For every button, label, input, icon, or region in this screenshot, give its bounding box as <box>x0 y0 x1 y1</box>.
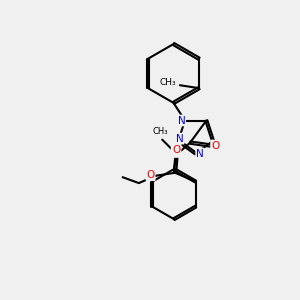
Text: N: N <box>196 148 204 158</box>
Text: O: O <box>211 140 219 151</box>
Text: O: O <box>146 170 155 180</box>
Text: CH₃: CH₃ <box>160 78 176 87</box>
Text: O: O <box>172 145 181 155</box>
Text: N: N <box>176 134 184 144</box>
Text: N: N <box>178 116 185 125</box>
Text: N: N <box>172 147 179 157</box>
Text: CH₃: CH₃ <box>153 127 169 136</box>
